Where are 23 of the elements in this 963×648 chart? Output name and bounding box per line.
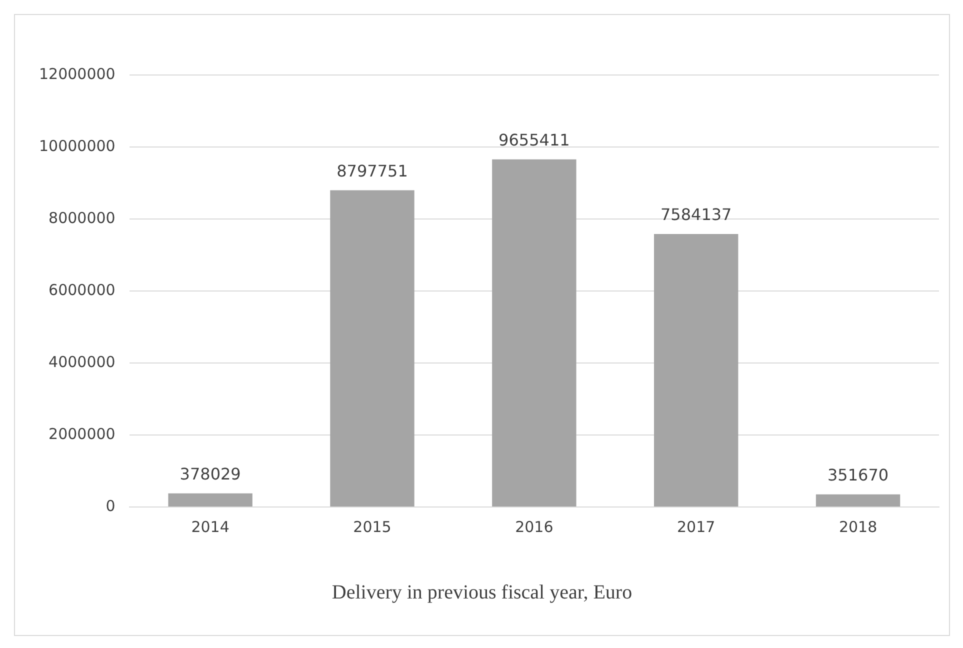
y-tick-label: 0 <box>106 496 116 515</box>
y-tick-label: 8000000 <box>48 208 116 227</box>
data-label: 8797751 <box>336 161 408 180</box>
bar <box>654 234 738 506</box>
bar <box>168 493 252 506</box>
y-tick-label: 12000000 <box>38 64 116 83</box>
x-tick-label: 2016 <box>515 518 554 536</box>
x-tick-label: 2015 <box>353 518 392 536</box>
bar <box>330 190 414 506</box>
data-label: 378029 <box>180 464 241 484</box>
bar <box>816 494 900 506</box>
y-tick-label: 10000000 <box>38 136 116 155</box>
data-label: 7584137 <box>660 205 732 224</box>
x-tick-label: 2018 <box>838 518 878 536</box>
data-label: 351670 <box>827 465 889 484</box>
x-tick-label: 2014 <box>191 518 230 536</box>
y-tick-label: 2000000 <box>48 424 116 443</box>
bar <box>492 159 576 506</box>
y-tick-label: 6000000 <box>48 280 116 299</box>
y-tick-label: 4000000 <box>48 352 116 371</box>
x-tick-label: 2017 <box>677 518 716 536</box>
data-label: 9655411 <box>498 130 570 150</box>
text: Delivery in previous fiscal year, Euro <box>332 581 632 604</box>
